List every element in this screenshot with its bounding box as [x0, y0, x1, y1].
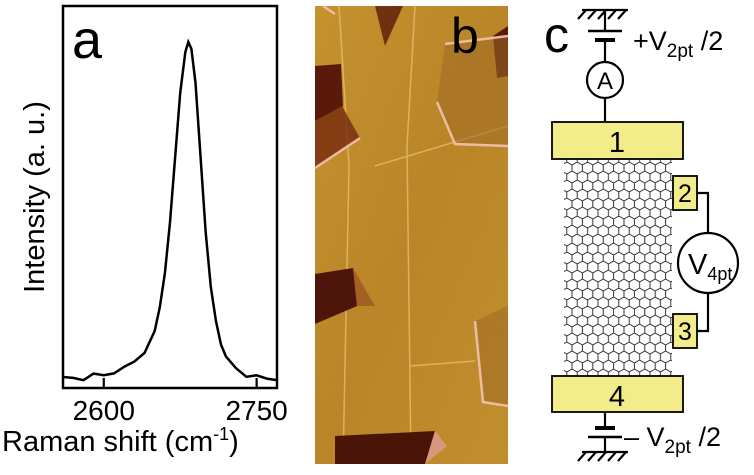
contact-2-label: 2	[678, 180, 692, 208]
panel-label-b: b	[451, 8, 479, 64]
x-tick-label-0: 2600	[73, 395, 135, 426]
panel-c: c +V2pt /2 A 1 2	[520, 0, 754, 470]
afm-topography	[315, 6, 508, 464]
panel-label-a: a	[72, 10, 103, 70]
graphene-lattice	[564, 156, 672, 378]
contact-1	[551, 121, 684, 160]
voltmeter-label: V4pt	[688, 249, 732, 284]
holes	[315, 6, 508, 464]
y-axis-label: Intensity (a. u.)	[19, 101, 51, 293]
plot-frame	[61, 4, 279, 390]
contact-4-label: 4	[609, 381, 625, 413]
voltmeter-wires	[697, 191, 710, 333]
ground-bottom	[577, 450, 628, 462]
panel-a: a 2600 2750 Intensity (a. u.) Raman shift…	[0, 0, 300, 470]
battery-bottom	[588, 412, 622, 452]
voltmeter-symbol	[676, 231, 740, 295]
terrace-edges	[338, 6, 508, 464]
panel-label-c: c	[544, 7, 569, 63]
contact-4	[551, 375, 684, 413]
bright-edges	[315, 6, 508, 408]
ground-top	[577, 8, 628, 30]
contact-2	[672, 175, 698, 211]
series-line	[62, 38, 278, 382]
afm-image: b	[315, 6, 508, 464]
x-axis-label: Raman shift (cm-1)	[2, 424, 239, 458]
bottom-voltage-label: – V2pt /2	[624, 422, 721, 458]
contact-1-label: 1	[609, 127, 625, 159]
battery-top	[588, 29, 622, 62]
circuit-diagram: c +V2pt /2 A 1 2	[544, 7, 740, 462]
x-tick-label-1: 2750	[225, 395, 287, 426]
raman-chart: a 2600 2750 Intensity (a. u.) Raman shift…	[2, 4, 288, 458]
ammeter-label: A	[597, 68, 613, 95]
contact-3-label: 3	[678, 318, 692, 346]
top-voltage-label: +V2pt /2	[633, 26, 723, 62]
contact-3	[672, 313, 698, 349]
